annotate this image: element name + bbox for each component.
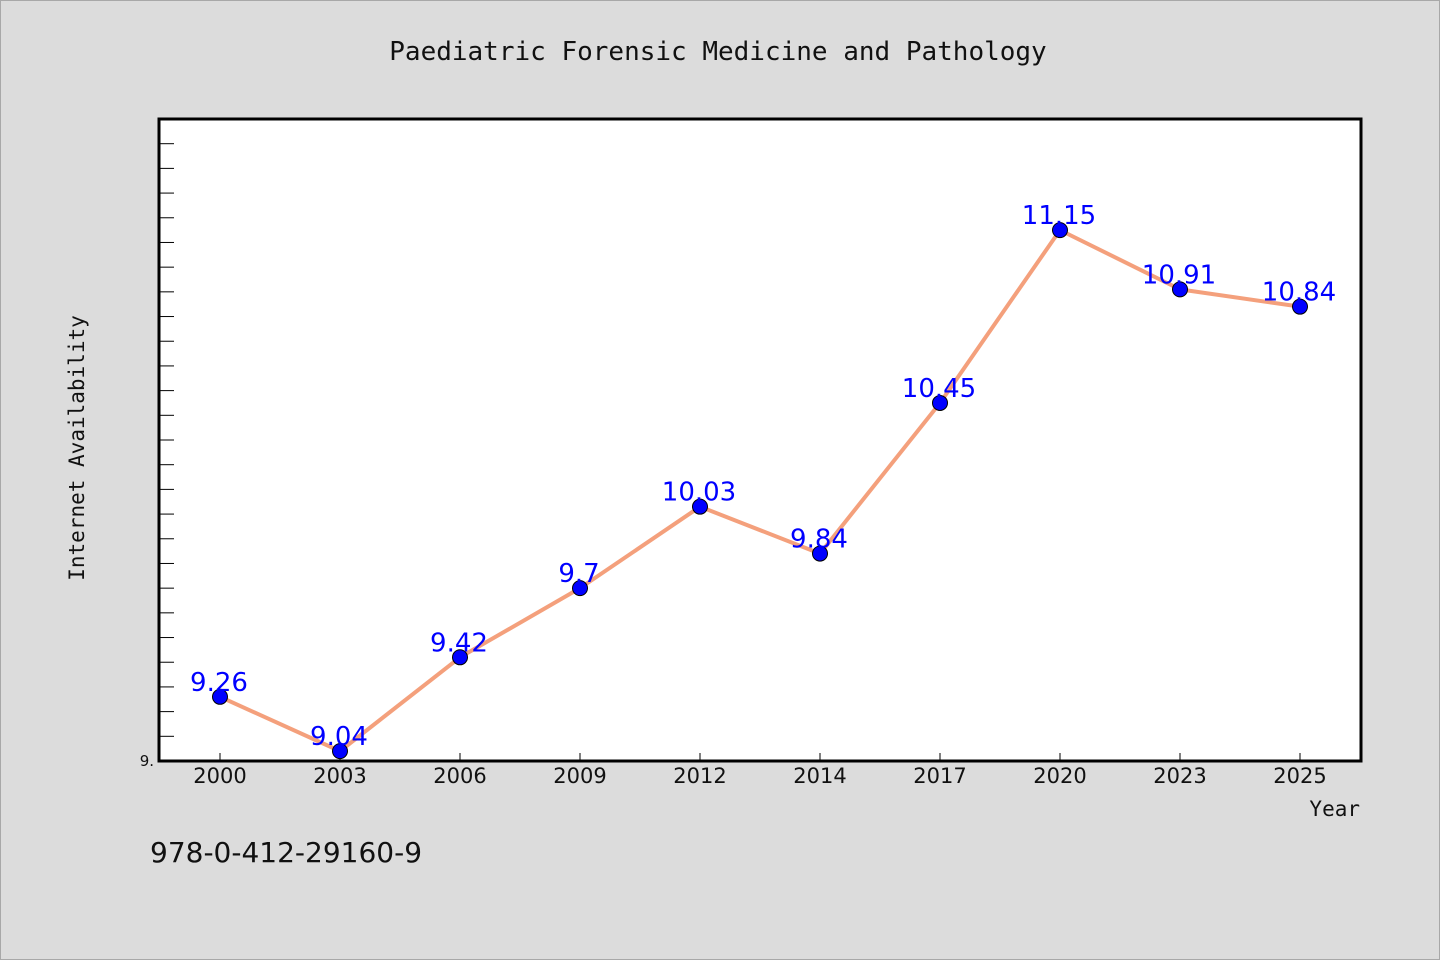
data-point [692,498,708,515]
data-label: 10.03 [662,478,736,508]
x-tick-labels: 2000 2003 2006 2009 2012 2014 2017 2020 2023 2025 [193,764,1326,788]
series-line-group [218,228,1302,754]
y-axis-label: Internet Availability [65,315,89,581]
x-axis-label: Year [1309,797,1360,821]
x-tick-label: 2012 [673,764,726,788]
data-label: 9.42 [430,628,488,658]
data-point [1052,222,1068,239]
x-tick-label: 2014 [793,764,846,788]
x-tick-label: 2003 [313,764,366,788]
x-tick-label: 2023 [1153,764,1206,788]
x-axis-ticks [219,753,1301,761]
data-point [1292,298,1308,315]
series-line [218,228,1302,754]
data-label: 9.04 [310,722,368,752]
data-label: 9.7 [558,559,599,589]
data-label: 9.26 [190,668,248,698]
data-point [572,580,588,597]
y-tick-label: 9. [140,752,154,770]
y-axis-ticks [159,143,174,737]
data-label: 11.15 [1022,201,1096,231]
x-tick-label: 2017 [913,764,966,788]
data-point [212,688,228,705]
data-label: 9.84 [790,525,848,555]
x-tick-label: 2020 [1033,764,1086,788]
data-point [812,545,828,562]
x-tick-label: 2006 [433,764,486,788]
x-tick-label: 2009 [553,764,606,788]
data-point [452,649,468,666]
data-points [212,222,1308,760]
plot-area [157,117,1363,763]
x-tick-label: 2025 [1273,764,1326,788]
data-point [932,394,948,411]
data-label: 10.45 [902,374,976,404]
data-label: 10.84 [1262,278,1336,308]
data-point [1172,281,1188,298]
x-tick-label: 2000 [193,764,246,788]
isbn-caption: 978-0-412-29160-9 [150,836,422,869]
data-labels: 9.26 9.04 9.42 9.7 10.03 9.84 10.45 11.15 10.91 1… [190,201,1336,752]
chart-title: Paediatric Forensic Medicine and Patholo… [389,37,1046,67]
data-point [332,743,348,760]
data-label: 10.91 [1142,260,1216,290]
